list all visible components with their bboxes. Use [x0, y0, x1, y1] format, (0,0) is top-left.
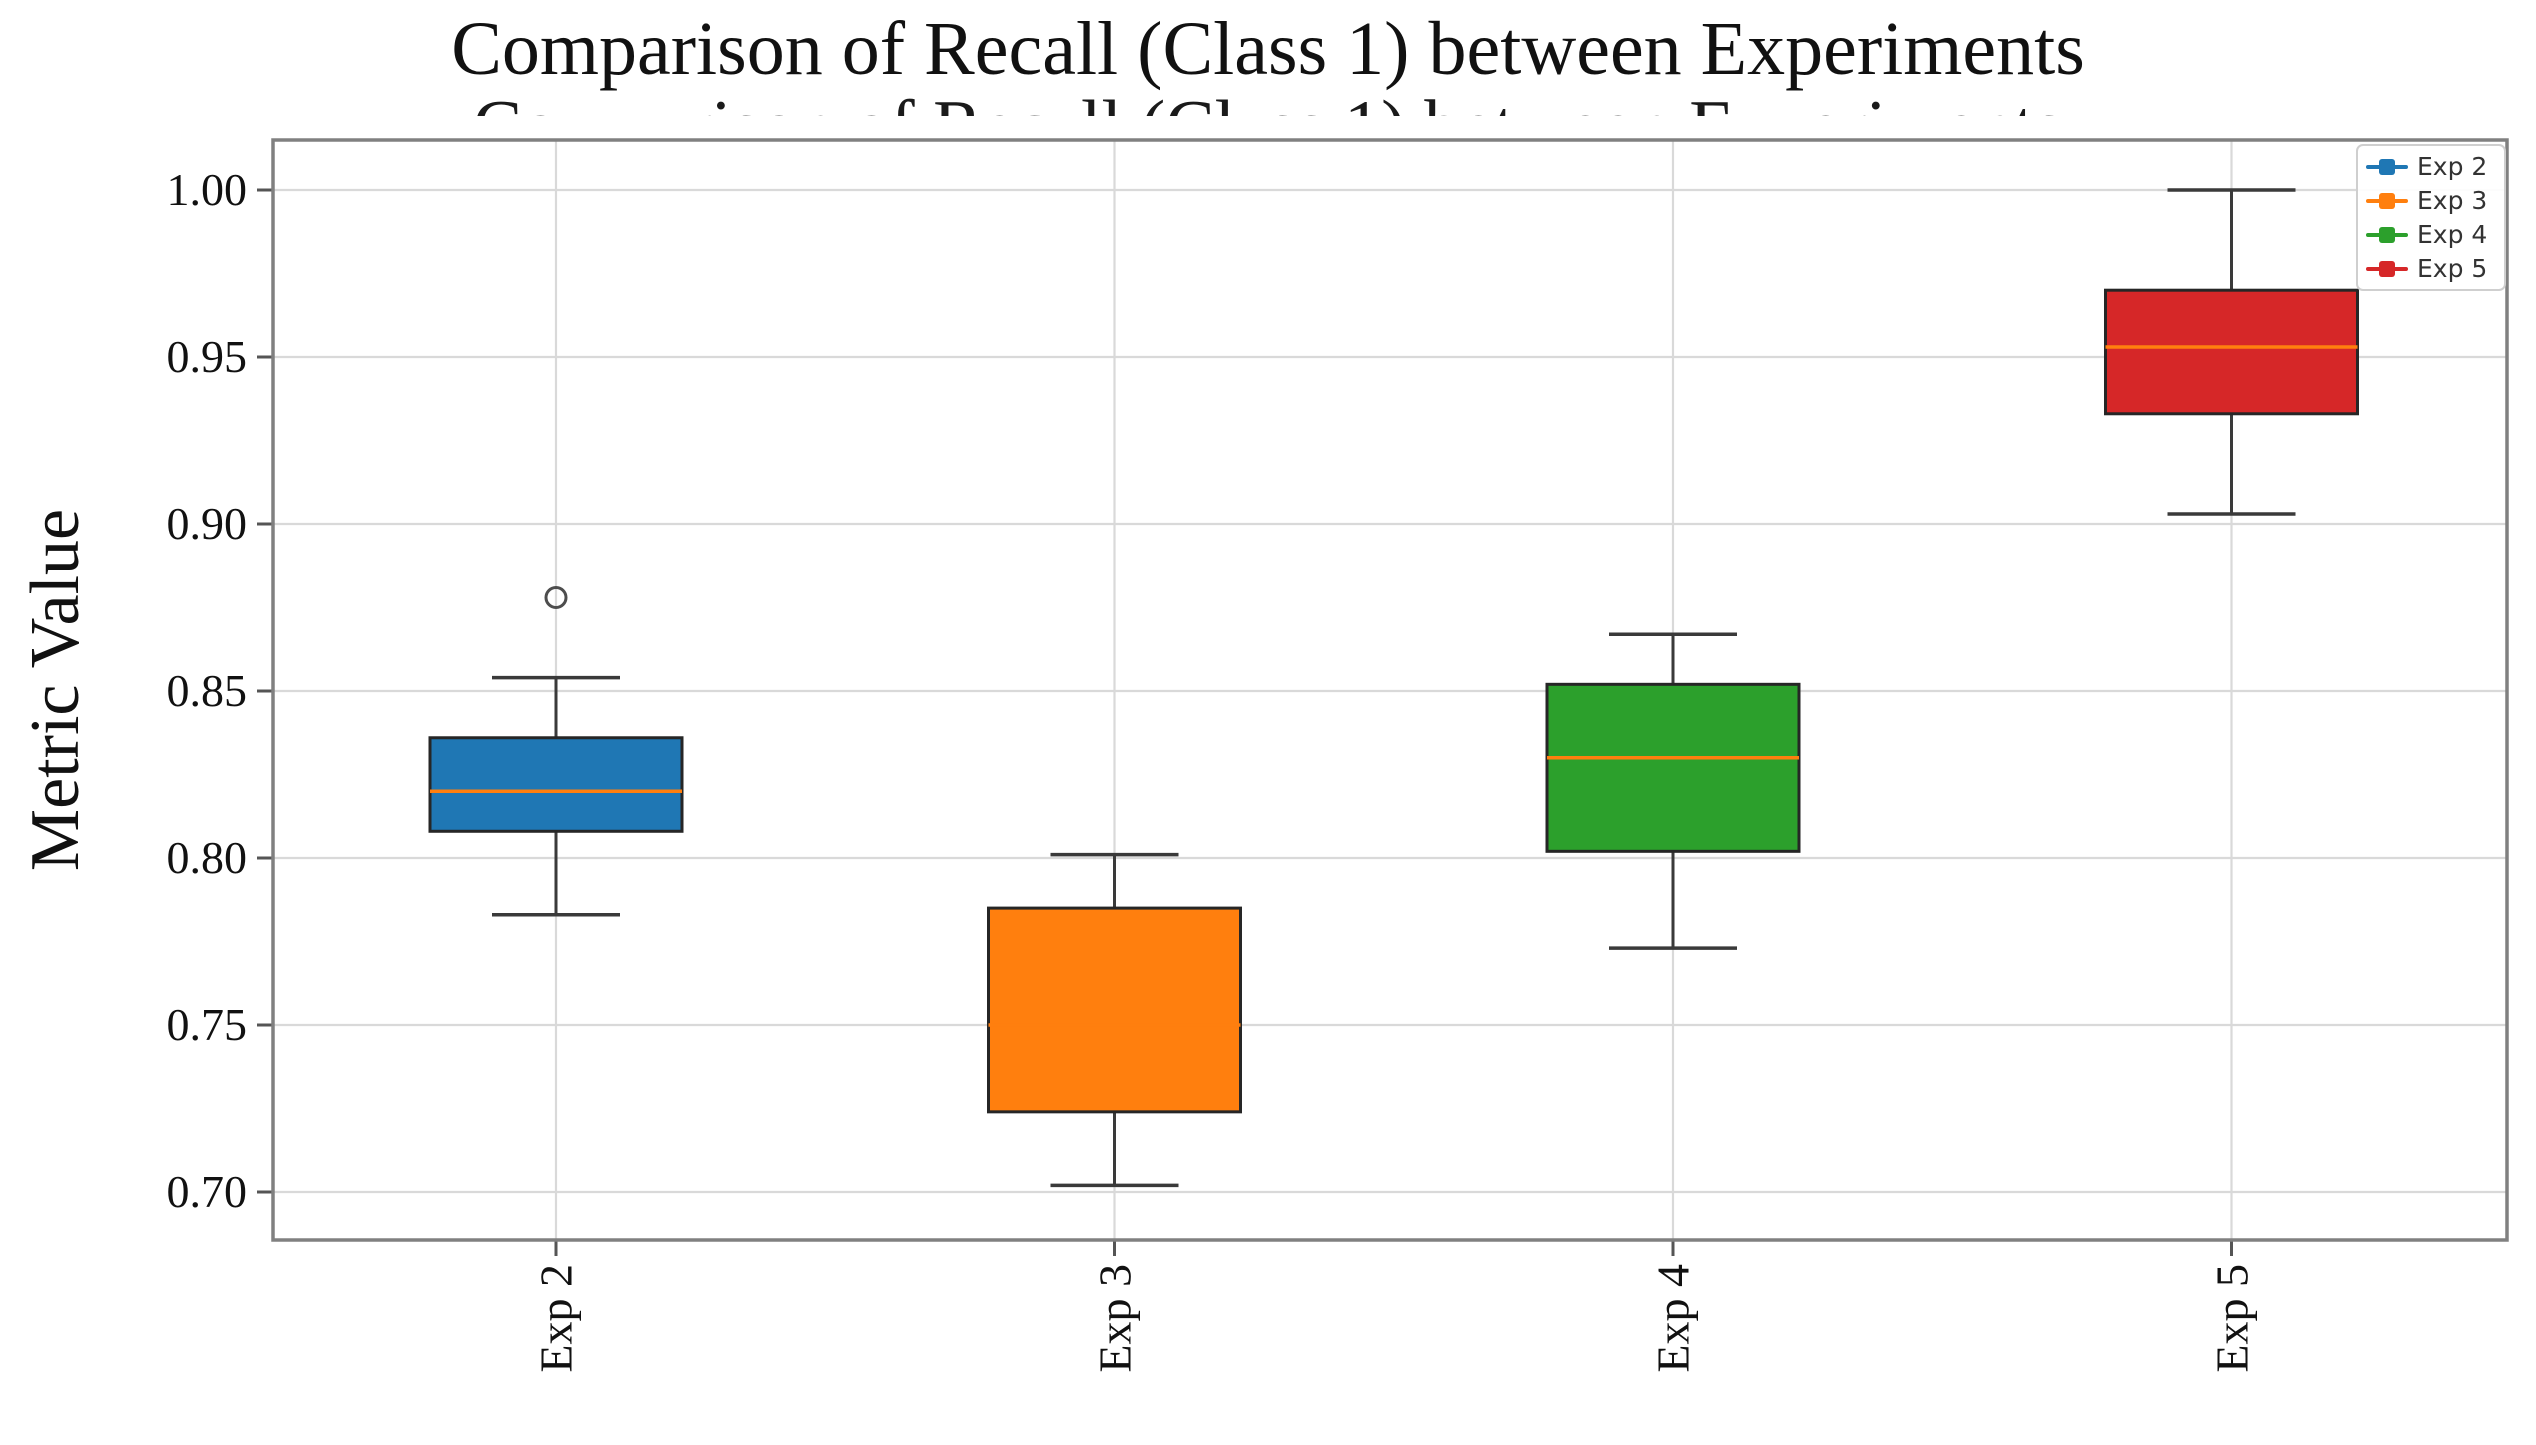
- x-tick-label: Exp 2: [530, 1264, 582, 1373]
- outlier-point: [544, 585, 568, 609]
- legend-row: Exp 5: [2366, 254, 2494, 283]
- legend-marker-icon: [2366, 157, 2408, 177]
- box-exp-5: [2104, 288, 2359, 416]
- box-exp-3: [987, 906, 1242, 1114]
- x-tick-label: Exp 3: [1089, 1264, 1140, 1373]
- y-tick-label: 1.00: [166, 164, 248, 215]
- y-tick-label: 0.95: [166, 331, 248, 382]
- legend-row: Exp 3: [2366, 186, 2494, 215]
- legend-marker-icon: [2366, 191, 2408, 211]
- legend-marker-icon: [2366, 225, 2408, 245]
- y-tick-label: 0.80: [166, 832, 248, 883]
- legend-label: Exp 5: [2417, 254, 2488, 283]
- box-exp-2: [428, 736, 684, 833]
- cropped-second-title-text: Comparison of Recall (Class 1) between E…: [473, 90, 2064, 116]
- y-tick-label: 0.85: [166, 665, 248, 716]
- y-tick-label: 0.90: [166, 498, 248, 549]
- box-exp-4: [1545, 682, 1801, 853]
- axes-spines: [271, 138, 2509, 1242]
- legend-marker-icon: [2366, 259, 2408, 279]
- cropped-second-title-remnant: Comparison of Recall (Class 1) between E…: [0, 90, 2536, 116]
- legend: Exp 2 Exp 3 Exp 4 Exp 5: [2356, 144, 2506, 291]
- y-tick-label: 0.70: [166, 1166, 248, 1217]
- chart-title: Comparison of Recall (Class 1) between E…: [451, 7, 2085, 91]
- x-tick-label: Exp 5: [2206, 1264, 2257, 1373]
- legend-row: Exp 2: [2366, 152, 2494, 181]
- legend-label: Exp 4: [2417, 220, 2488, 249]
- legend-label: Exp 2: [2417, 152, 2488, 181]
- legend-label: Exp 3: [2417, 186, 2488, 215]
- legend-row: Exp 4: [2366, 220, 2494, 249]
- x-tick-label: Exp 4: [1647, 1264, 1699, 1373]
- y-tick-label: 0.75: [166, 999, 248, 1050]
